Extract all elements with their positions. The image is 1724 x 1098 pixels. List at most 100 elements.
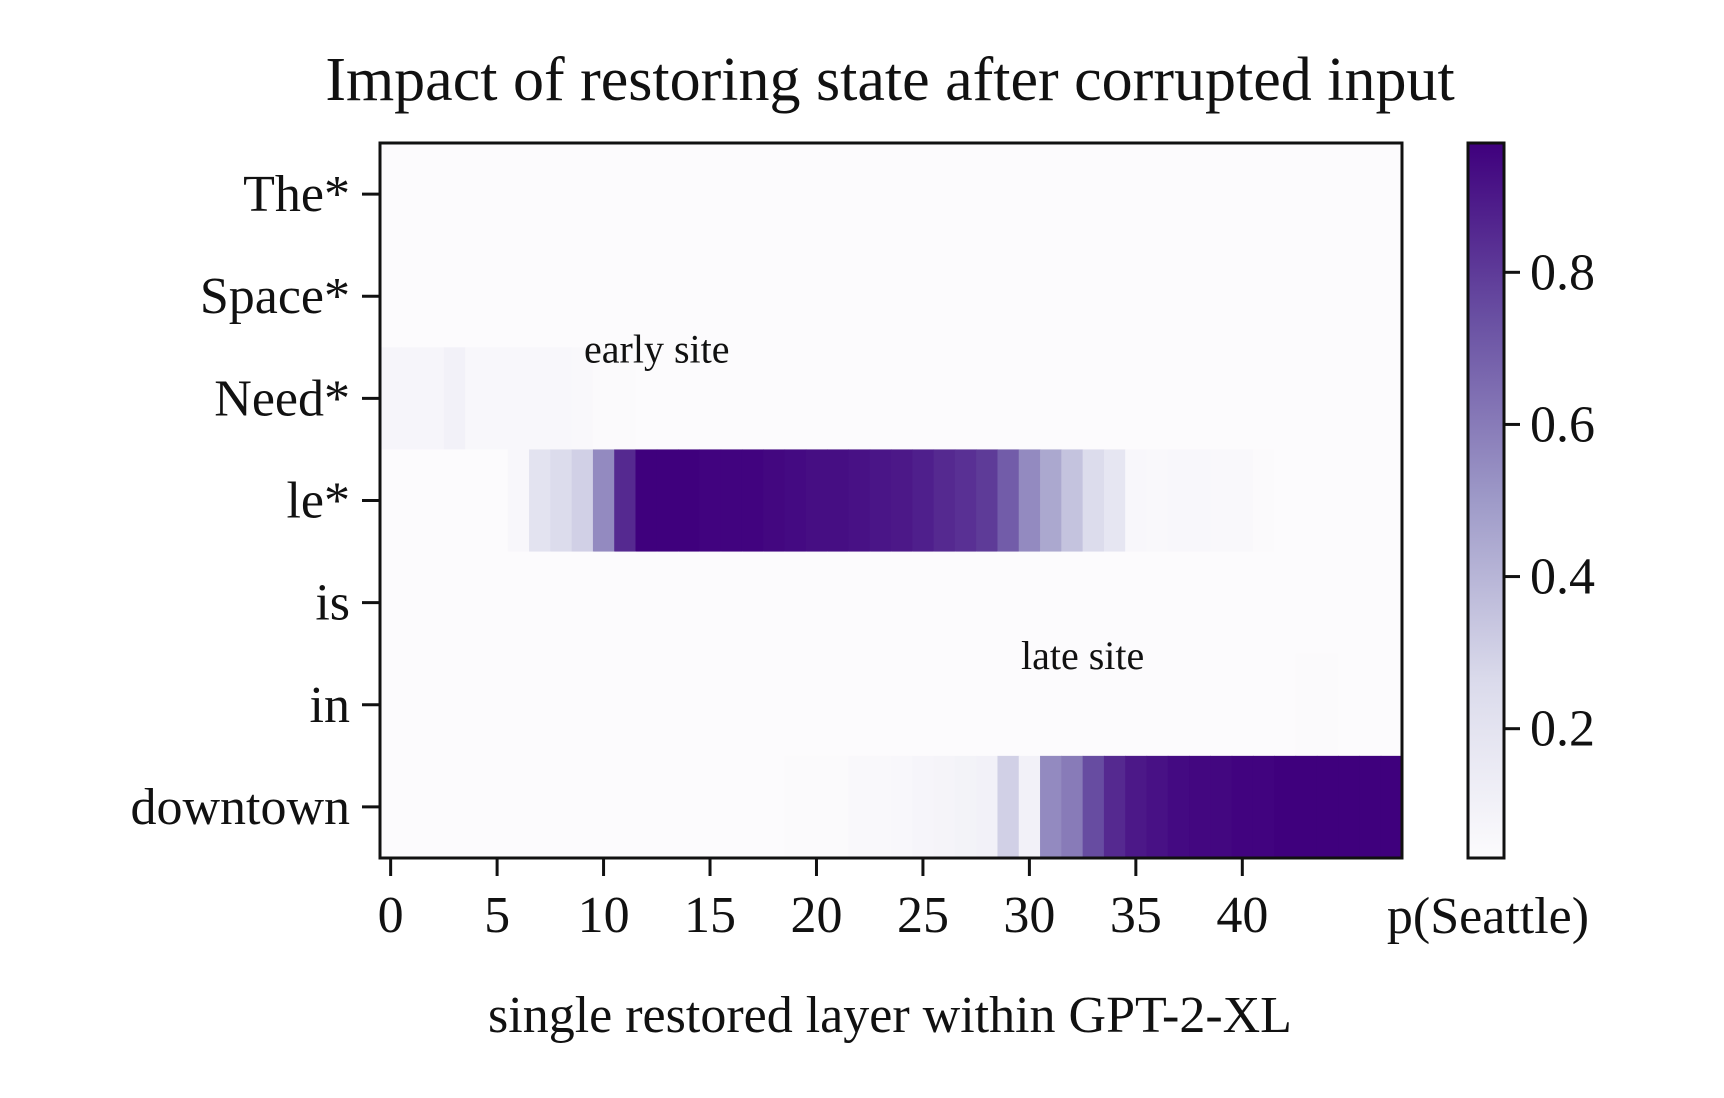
heatmap-cell (550, 143, 573, 246)
heatmap-cell (1082, 143, 1105, 246)
heatmap-cell (805, 245, 828, 348)
heatmap-cell (1018, 551, 1041, 655)
heatmap-cell (827, 551, 850, 655)
heatmap-cell (1338, 653, 1361, 757)
heatmap-cell (848, 143, 871, 246)
heatmap-cell (571, 449, 594, 553)
heatmap-cell (550, 449, 573, 553)
heatmap-cell (784, 551, 807, 655)
heatmap-cell (848, 653, 871, 757)
heatmap-cell (976, 755, 999, 859)
heatmap-cell (1146, 449, 1169, 553)
heatmap-cell (571, 347, 594, 451)
heatmap-cell (1146, 245, 1169, 348)
heatmap-cell (592, 347, 615, 451)
heatmap-cell (699, 143, 722, 246)
heatmap-cell (891, 449, 913, 553)
annotation-label: early site (584, 327, 730, 372)
heatmap-cell (380, 347, 402, 451)
heatmap-cell (507, 551, 530, 655)
y-tick-label: The* (243, 166, 350, 223)
heatmap-cell (1274, 551, 1297, 655)
heatmap-cell (1103, 143, 1126, 246)
heatmap-cell (1274, 449, 1297, 553)
heatmap-cell (614, 653, 637, 757)
heatmap-cell (912, 755, 935, 859)
heatmap-cell (486, 347, 509, 451)
heatmap-cell (891, 755, 913, 859)
heatmap-cell (1103, 551, 1126, 655)
heatmap-cell (763, 449, 786, 553)
heatmap-cell (869, 755, 892, 859)
heatmap-cell (1231, 653, 1254, 757)
x-tick-label: 30 (1003, 887, 1055, 944)
heatmap-cell (550, 347, 573, 451)
heatmap-cell (954, 245, 977, 348)
heatmap-cell (1018, 347, 1041, 451)
heatmap-cell (422, 347, 445, 451)
heatmap-cell (614, 755, 637, 859)
heatmap-cell (933, 551, 956, 655)
heatmap-cell (1189, 143, 1211, 246)
heatmap-cell (486, 551, 509, 655)
heatmap-cell (678, 245, 700, 348)
x-axis: 0 5 10 15 20 25 30 35 40 (378, 858, 1268, 944)
heatmap-cell (912, 653, 935, 757)
heatmap-cell (1338, 347, 1361, 451)
heatmap-cell (805, 347, 828, 451)
heatmap-cell (465, 653, 488, 757)
heatmap-cell (656, 653, 679, 757)
x-tick-label: 5 (484, 887, 510, 944)
heatmap-cell (401, 245, 424, 348)
heatmap-cell (784, 755, 807, 859)
heatmap-cell (891, 653, 913, 757)
heatmap-cell (699, 551, 722, 655)
heatmap-cell (592, 143, 615, 246)
x-tick-label: 20 (790, 887, 842, 944)
heatmap-cell (1252, 245, 1275, 348)
heatmap-cell (571, 143, 594, 246)
heatmap-cell (1061, 245, 1084, 348)
heatmap-cell (912, 449, 935, 553)
heatmap-cell (1316, 653, 1339, 757)
heatmap-cell (1167, 245, 1190, 348)
heatmap-cell (656, 245, 679, 348)
heatmap-cell (1146, 755, 1169, 859)
heatmap-cell (1295, 347, 1318, 451)
heatmap-cell (1018, 449, 1041, 553)
heatmap-cell (1359, 755, 1382, 859)
heatmap-cell (784, 143, 807, 246)
heatmap-cell (1040, 347, 1062, 451)
heatmap-cell (741, 551, 764, 655)
x-tick-label: 0 (378, 887, 404, 944)
heatmap-cell (592, 551, 615, 655)
heatmap-cell (614, 347, 637, 451)
colorbar-tick-label: 0.4 (1530, 549, 1595, 606)
heatmap-cell (571, 755, 594, 859)
heatmap-cell (656, 755, 679, 859)
heatmap-cell (422, 245, 445, 348)
y-axis: The* Space* Need* le* is in downtown (130, 166, 380, 836)
heatmap-cell (933, 143, 956, 246)
heatmap-cell (741, 653, 764, 757)
heatmap-cell (1018, 755, 1041, 859)
heatmap-cell (997, 653, 1020, 757)
heatmap-cell (465, 755, 488, 859)
heatmap-cell (507, 347, 530, 451)
heatmap-cell (529, 143, 551, 246)
heatmap-cell (699, 755, 722, 859)
heatmap-cell (1338, 551, 1361, 655)
heatmap-cell (1082, 653, 1105, 757)
heatmap-cell (848, 347, 871, 451)
heatmap-cell (1061, 143, 1084, 246)
heatmap-cell (1189, 551, 1211, 655)
heatmap-cell (699, 245, 722, 348)
heatmap-cell (1274, 245, 1297, 348)
heatmap-cell (529, 347, 551, 451)
heatmap-cell (1338, 755, 1361, 859)
heatmap-cell (486, 143, 509, 246)
annotations: early site late site (584, 327, 1144, 678)
heatmap-cell (380, 755, 402, 859)
x-tick-label: 35 (1110, 887, 1162, 944)
heatmap-cell (1338, 245, 1361, 348)
